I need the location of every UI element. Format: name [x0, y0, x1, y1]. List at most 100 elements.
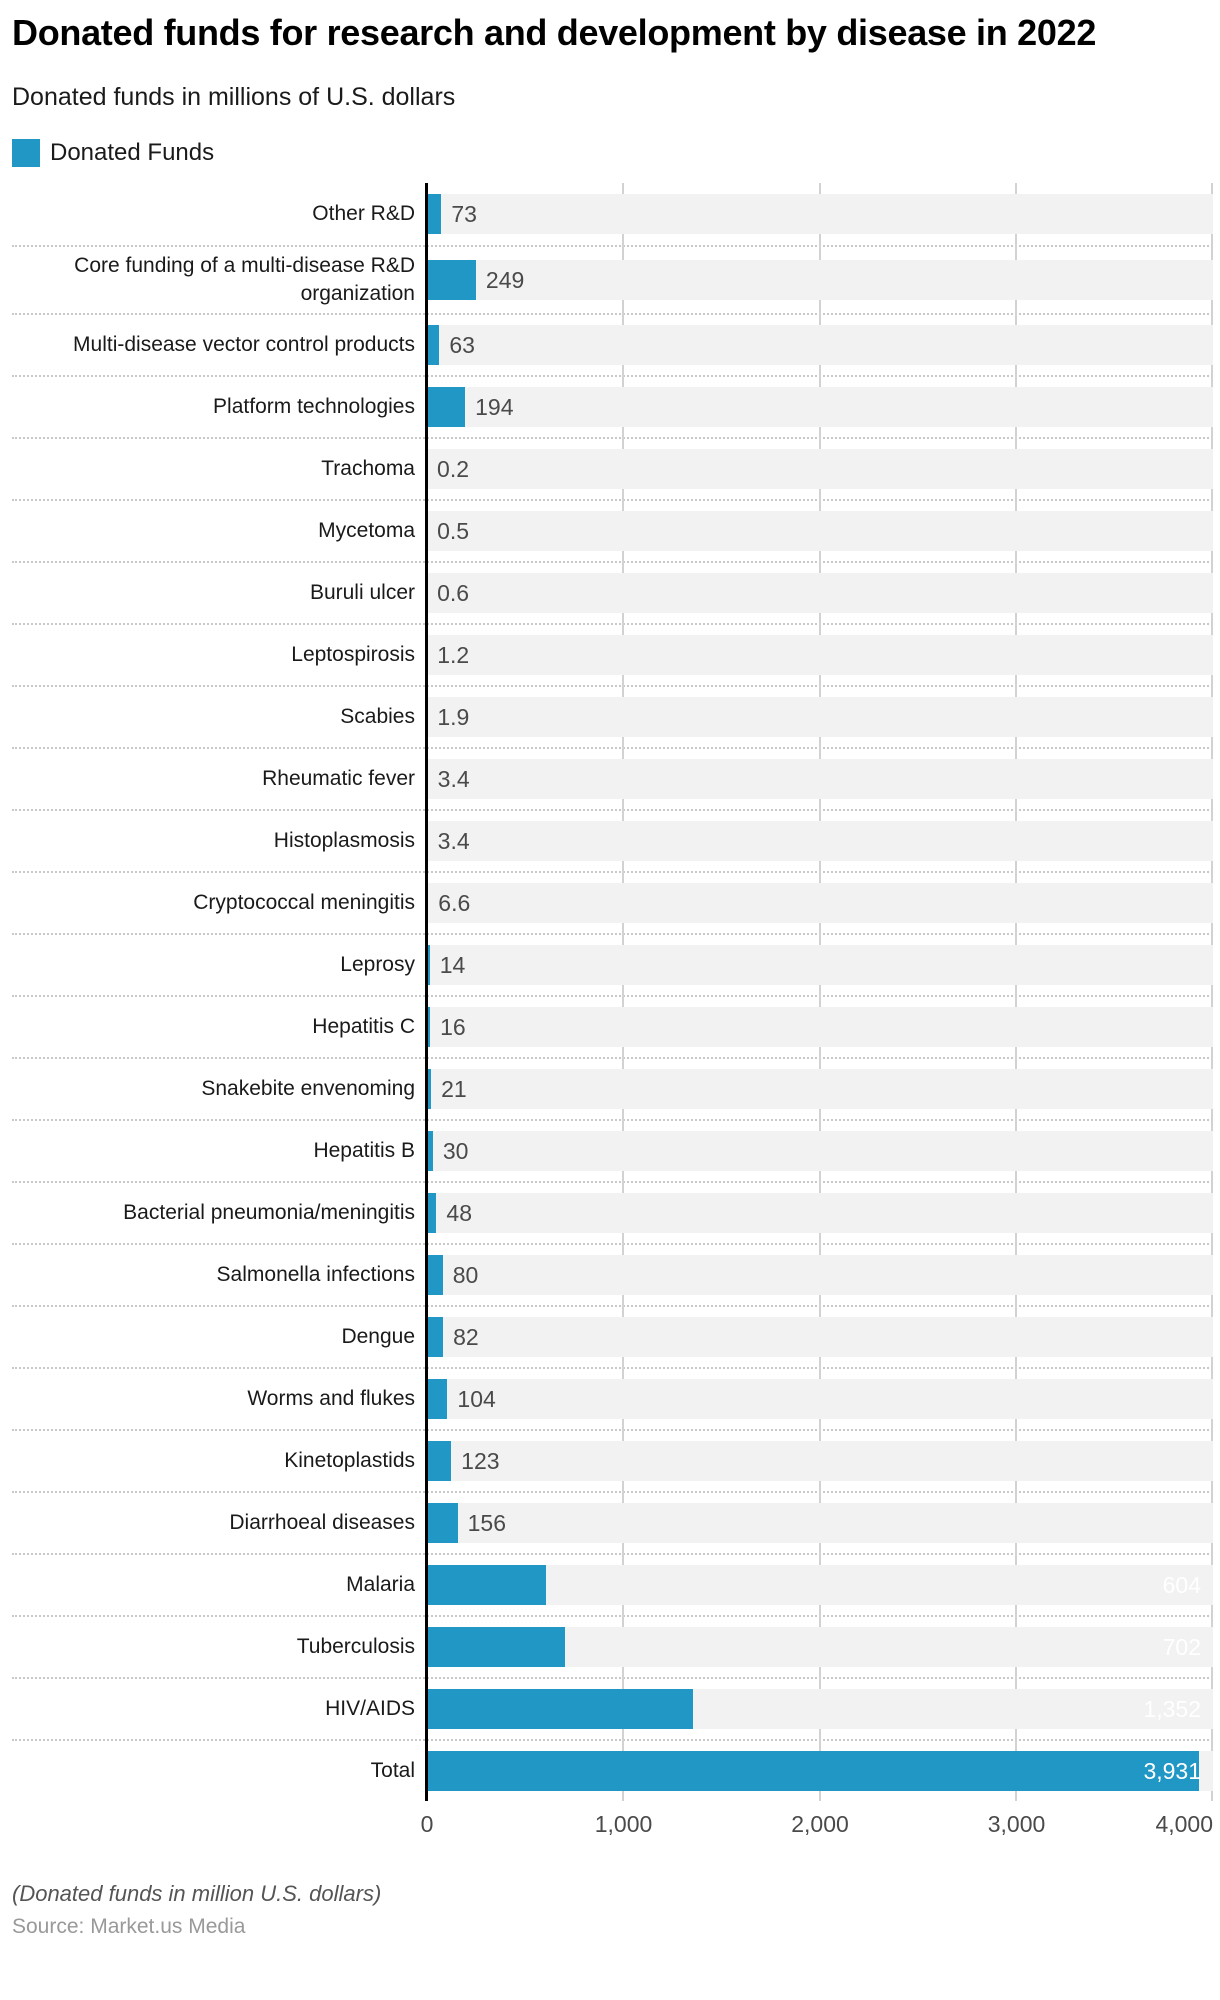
chart-row: Leptospirosis 1.2 — [12, 622, 1213, 685]
chart-row: Mycetoma 0.5 — [12, 498, 1213, 561]
category-label: Trachoma — [321, 456, 415, 480]
value-label: 194 — [475, 393, 514, 420]
bar-track: 194 — [427, 386, 1213, 427]
bar-track: 80 — [427, 1254, 1213, 1295]
value-label: 604 — [1162, 1571, 1201, 1598]
chart-row: Worms and flukes 104 — [12, 1366, 1213, 1429]
category-label: Dengue — [341, 1324, 415, 1348]
bar — [427, 1068, 432, 1109]
bar-track: 3,931 — [427, 1750, 1213, 1791]
category-label: Tuberculosis — [296, 1634, 415, 1658]
footnote: (Donated funds in million U.S. dollars) — [12, 1880, 382, 1906]
category-label: HIV/AIDS — [325, 1696, 415, 1720]
category-label: Bacterial pneumonia/meningitis — [123, 1200, 415, 1224]
x-tick-label: 1,000 — [594, 1810, 653, 1837]
x-tick-label: 3,000 — [987, 1810, 1046, 1837]
bar — [427, 324, 440, 365]
chart-row: Hepatitis C 16 — [12, 994, 1213, 1057]
bar-track: 1,352 — [427, 1688, 1213, 1729]
value-label: 82 — [453, 1323, 479, 1350]
gridline-3000 — [1015, 183, 1017, 1801]
value-label: 3.4 — [437, 765, 470, 792]
value-label: 21 — [441, 1075, 467, 1102]
value-label: 1.2 — [437, 641, 470, 668]
category-label: Buruli ulcer — [309, 580, 415, 604]
bar-track: 16 — [427, 1006, 1213, 1047]
category-label: Platform technologies — [213, 394, 415, 418]
bar — [427, 1502, 458, 1543]
category-label: Hepatitis C — [312, 1014, 415, 1038]
bar-track: 3.4 — [427, 758, 1213, 799]
category-label: Diarrhoeal diseases — [229, 1510, 415, 1534]
category-label: Malaria — [346, 1572, 415, 1596]
bar-track: 0.5 — [427, 510, 1213, 551]
category-label: Other R&D — [312, 202, 415, 226]
category-label: Cryptococcal meningitis — [193, 890, 415, 914]
chart-row: Malaria 604 — [12, 1552, 1213, 1615]
bar — [427, 1564, 546, 1605]
category-label: Snakebite envenoming — [201, 1076, 415, 1100]
chart-row: Multi-disease vector control products 63 — [12, 312, 1213, 375]
bar-track: 63 — [427, 324, 1213, 365]
category-label: Leptospirosis — [291, 642, 415, 666]
bar — [427, 944, 430, 985]
bar-track: 0.2 — [427, 448, 1213, 489]
source-credit: Source: Market.us Media — [12, 1914, 246, 1938]
chart-row: Histoplasmosis 3.4 — [12, 808, 1213, 871]
value-label: 14 — [439, 951, 466, 978]
chart-row: Leprosy 14 — [12, 932, 1213, 995]
chart-subtitle: Donated funds in millions of U.S. dollar… — [12, 82, 456, 111]
chart-row: Scabies 1.9 — [12, 684, 1213, 747]
bar-chart: Other R&D 73 Core funding of a multi-dis… — [12, 183, 1213, 1840]
value-label: 16 — [440, 1013, 466, 1040]
category-label: Mycetoma — [318, 518, 415, 542]
bar-track: 30 — [427, 1130, 1213, 1171]
bar — [427, 1440, 452, 1481]
category-label: Core funding of a multi-disease R&D orga… — [74, 254, 415, 306]
value-label: 0.2 — [437, 455, 470, 482]
value-label: 3.4 — [437, 827, 470, 854]
bar-track: 48 — [427, 1192, 1213, 1233]
bar-track: 702 — [427, 1626, 1213, 1667]
chart-row: Trachoma 0.2 — [12, 436, 1213, 499]
value-label: 0.6 — [437, 579, 470, 606]
bar — [427, 1130, 433, 1171]
value-label: 702 — [1162, 1633, 1201, 1660]
chart-row: Diarrhoeal diseases 156 — [12, 1490, 1213, 1553]
bar — [427, 1688, 693, 1729]
bar-track: 104 — [427, 1378, 1213, 1419]
bar-track: 21 — [427, 1068, 1213, 1109]
bar-track: 1.2 — [427, 634, 1213, 675]
bar-track: 604 — [427, 1564, 1213, 1605]
value-label: 80 — [452, 1261, 479, 1288]
x-tick-label: 0 — [420, 1810, 434, 1837]
bar-track: 249 — [427, 260, 1213, 301]
gridline-2000 — [819, 183, 821, 1801]
bar — [427, 1750, 1200, 1791]
bar — [427, 1378, 448, 1419]
chart-row: Total 3,931 — [12, 1738, 1213, 1801]
category-label: Rheumatic fever — [262, 766, 415, 790]
category-label: Salmonella infections — [216, 1262, 415, 1286]
category-label: Worms and flukes — [247, 1386, 415, 1410]
value-label: 249 — [485, 267, 525, 294]
value-label: 3,931 — [1143, 1757, 1201, 1784]
value-label: 6.6 — [438, 889, 471, 916]
chart-row: Bacterial pneumonia/meningitis 48 — [12, 1180, 1213, 1243]
chart-row: Buruli ulcer 0.6 — [12, 560, 1213, 623]
gridline-4000 — [1211, 183, 1213, 1801]
value-label: 0.5 — [437, 517, 470, 544]
category-label: Total — [370, 1758, 415, 1782]
legend: Donated Funds — [12, 139, 1213, 168]
bar-track: 1.9 — [427, 696, 1213, 737]
category-label: Histoplasmosis — [273, 828, 415, 852]
chart-row: Hepatitis B 30 — [12, 1118, 1213, 1181]
x-axis-tick-labels: 0 1,000 2,000 3,000 4,000 — [12, 1811, 1213, 1841]
legend-label: Donated Funds — [50, 139, 215, 167]
bar — [427, 194, 442, 235]
category-label: Scabies — [340, 704, 415, 728]
category-label: Multi-disease vector control products — [73, 332, 415, 356]
value-label: 156 — [467, 1509, 507, 1536]
chart-row: HIV/AIDS 1,352 — [12, 1676, 1213, 1739]
value-label: 104 — [457, 1385, 496, 1412]
